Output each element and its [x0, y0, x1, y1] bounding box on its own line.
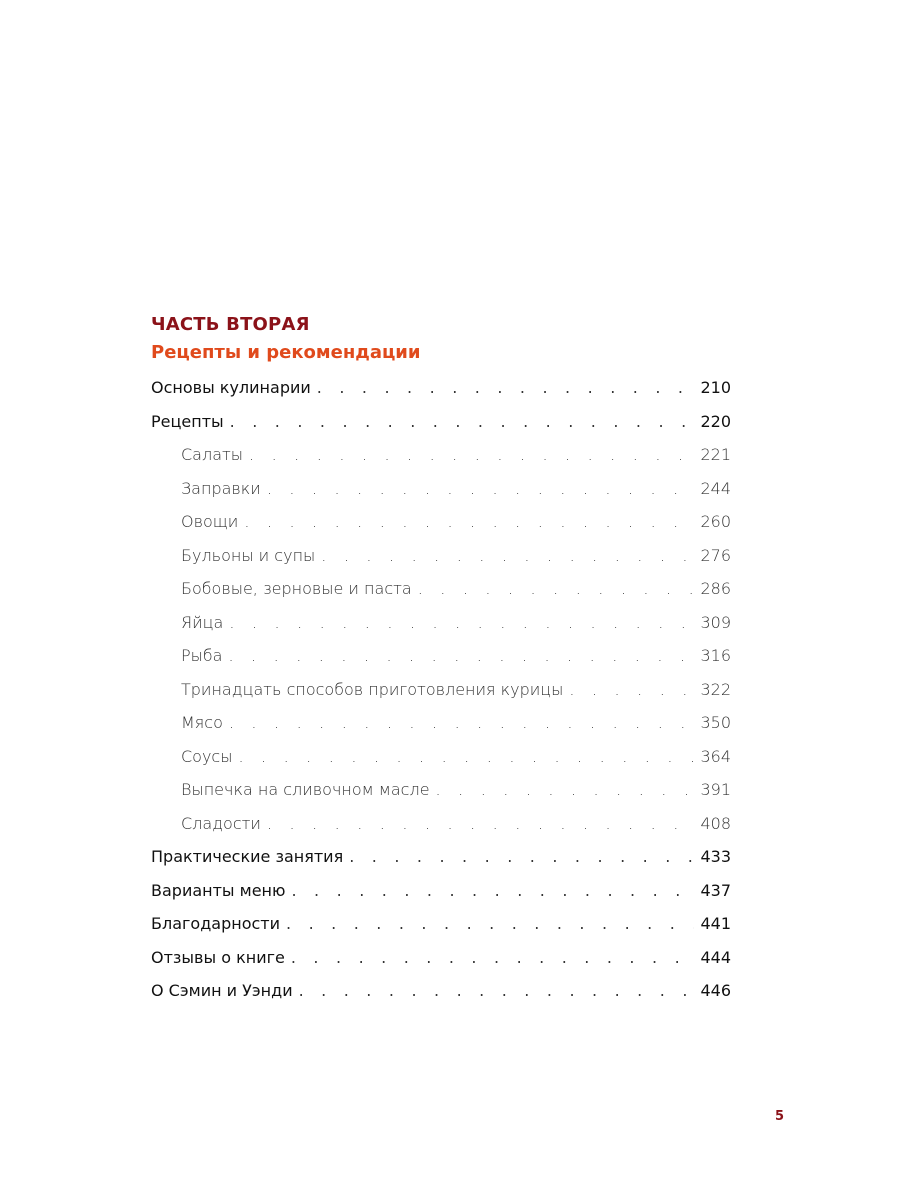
dot-leader — [349, 847, 694, 866]
dot-leader — [291, 881, 694, 900]
toc-entry[interactable]: Соусы 364 — [151, 747, 731, 781]
page-number: 5 — [775, 1109, 785, 1124]
toc-entry-page: 322 — [700, 679, 731, 699]
dot-leader — [238, 747, 694, 766]
dot-leader — [228, 646, 694, 665]
toc-entry[interactable]: Яйца 309 — [151, 613, 731, 647]
toc-entry[interactable]: Сладости 408 — [151, 814, 731, 848]
toc-entry-page: 408 — [700, 813, 731, 833]
toc-entry-page: 364 — [700, 746, 731, 766]
dot-leader — [230, 412, 695, 431]
toc-entry[interactable]: Отзывы о книге 444 — [151, 948, 731, 982]
toc-entry-label: Сладости — [181, 813, 261, 833]
toc-entry-page: 244 — [700, 478, 731, 498]
dot-leader — [229, 713, 695, 732]
toc-entry-page: 220 — [700, 411, 731, 431]
toc-entry-page: 316 — [700, 646, 731, 665]
toc-entry-label: Рыба — [181, 646, 223, 665]
toc-entry-label: Салаты — [181, 445, 244, 464]
toc-entry[interactable]: Практические занятия 433 — [151, 847, 731, 881]
toc-entry-label: Яйца — [181, 612, 224, 632]
toc-entry-label: Тринадцать способов приготовления курицы — [181, 679, 564, 699]
toc-entry[interactable]: Рецепты 220 — [151, 412, 731, 446]
toc-entry[interactable]: Рыба 316 — [151, 646, 731, 680]
toc-entry-page: 350 — [700, 713, 731, 732]
toc-entry[interactable]: Мясо 350 — [151, 713, 731, 747]
toc-entry-label: Основы кулинарии — [151, 378, 311, 397]
toc-entry-label: Рецепты — [151, 411, 224, 431]
dot-leader — [229, 613, 694, 632]
dot-leader — [569, 680, 694, 699]
toc-entry[interactable]: Выпечка на сливочном масле 391 — [151, 780, 731, 814]
dot-leader — [299, 981, 695, 1000]
toc-entry-label: Бобовые, зерновые и паста — [181, 579, 412, 598]
toc-entry[interactable]: Благодарности 441 — [151, 914, 731, 948]
toc-entry-label: Мясо — [181, 713, 223, 732]
toc-entry-label: Овощи — [181, 512, 239, 531]
toc-entry-label: Заправки — [181, 478, 261, 498]
toc-entry-page: 437 — [700, 880, 731, 900]
part-subtitle: Рецепты и рекомендации — [151, 342, 421, 363]
toc-entry[interactable]: Варианты меню 437 — [151, 881, 731, 915]
toc-entry-label: Выпечка на сливочном масле — [181, 780, 430, 799]
dot-leader — [249, 445, 694, 464]
toc-entry-label: Варианты меню — [151, 880, 286, 900]
toc-entry-page: 309 — [700, 612, 731, 632]
dot-leader — [244, 512, 694, 531]
toc-entry-page: 221 — [700, 445, 731, 464]
toc-entry[interactable]: Овощи 260 — [151, 512, 731, 546]
toc-entry-label: Практические занятия — [151, 847, 344, 866]
toc-entry-page: 260 — [700, 512, 731, 531]
toc-entry[interactable]: Бульоны и супы 276 — [151, 546, 731, 580]
toc-entry[interactable]: Тринадцать способов приготовления курицы… — [151, 680, 731, 714]
table-of-contents: Основы кулинарии 210 Рецепты 220 Салаты 221 За… — [151, 378, 731, 1015]
toc-entry-label: Отзывы о книге — [151, 947, 285, 967]
toc-entry-page: 210 — [700, 378, 731, 397]
toc-entry[interactable]: О Сэмин и Уэнди 446 — [151, 981, 731, 1015]
toc-entry-label: Бульоны и супы — [181, 545, 316, 565]
toc-entry-page: 441 — [700, 914, 731, 933]
dot-leader — [291, 948, 695, 967]
toc-entry-label: О Сэмин и Уэнди — [151, 981, 293, 1000]
toc-entry-page: 276 — [700, 545, 731, 565]
toc-entry-page: 433 — [700, 847, 731, 866]
dot-leader — [436, 780, 695, 799]
toc-entry-page: 444 — [700, 947, 731, 967]
toc-entry-label: Соусы — [181, 746, 233, 766]
toc-entry-label: Благодарности — [151, 914, 280, 933]
dot-leader — [418, 579, 695, 598]
toc-entry-page: 286 — [700, 579, 731, 598]
toc-entry-page: 391 — [700, 780, 731, 799]
toc-entry[interactable]: Заправки 244 — [151, 479, 731, 513]
dot-leader — [317, 378, 695, 397]
dot-leader — [286, 914, 694, 933]
toc-entry[interactable]: Салаты 221 — [151, 445, 731, 479]
dot-leader — [267, 479, 695, 498]
dot-leader — [267, 814, 695, 833]
toc-entry[interactable]: Основы кулинарии 210 — [151, 378, 731, 412]
part-title: ЧАСТЬ ВТОРАЯ — [151, 314, 310, 335]
toc-entry-page: 446 — [700, 981, 731, 1000]
toc-entry[interactable]: Бобовые, зерновые и паста 286 — [151, 579, 731, 613]
dot-leader — [321, 546, 694, 565]
